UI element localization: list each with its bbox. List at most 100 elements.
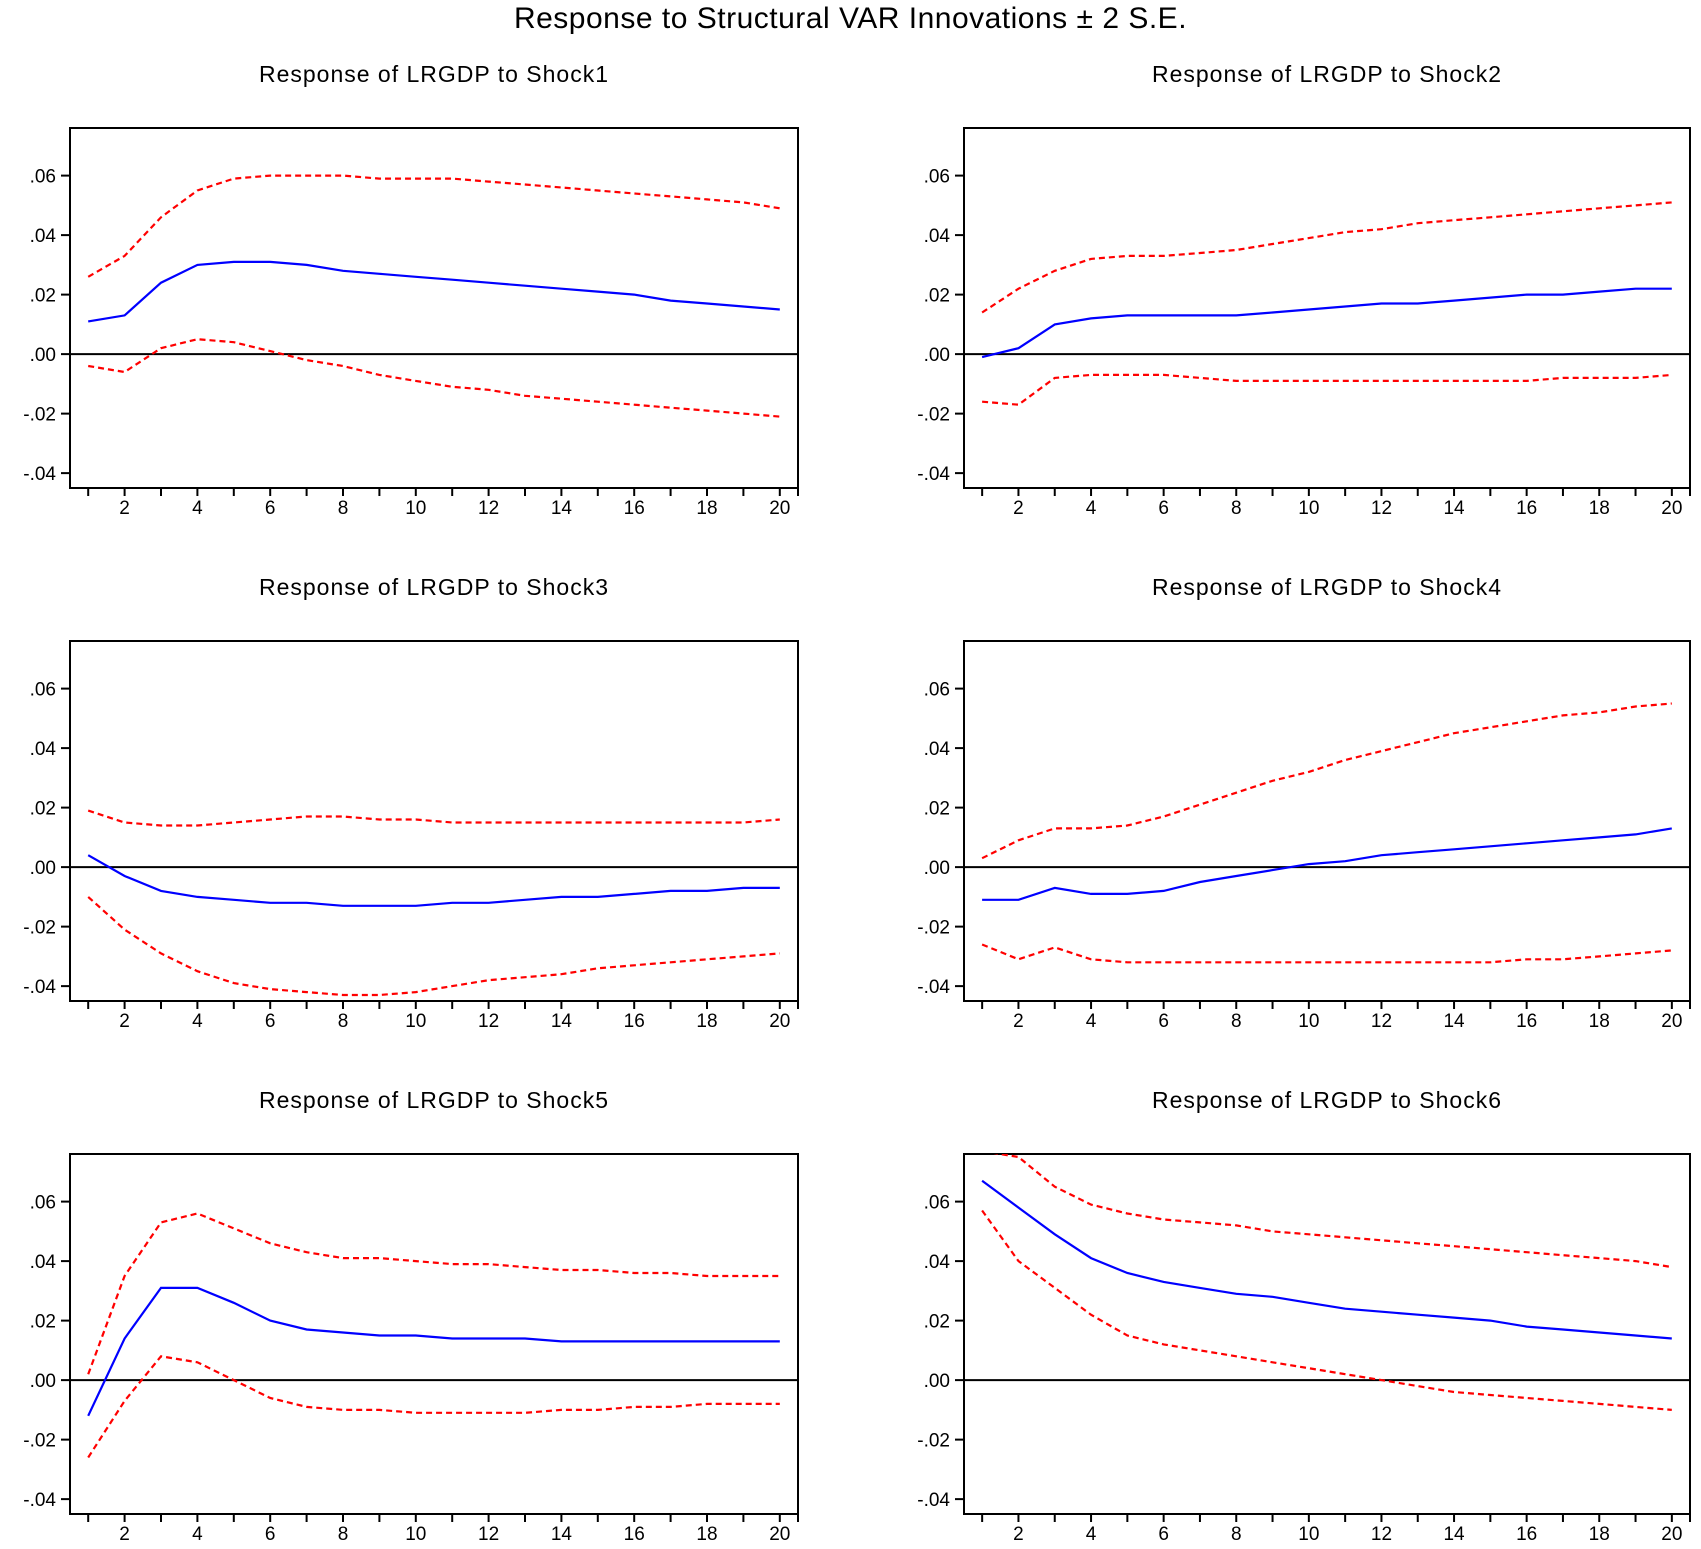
y-tick-label: .02 bbox=[924, 799, 950, 820]
x-tick-label: 4 bbox=[192, 1011, 203, 1032]
x-tick-label: 14 bbox=[1443, 1011, 1465, 1032]
y-tick-label: .04 bbox=[924, 226, 951, 247]
y-tick-label: -.02 bbox=[917, 405, 950, 426]
x-tick-label: 4 bbox=[192, 1524, 203, 1545]
upper-band-line bbox=[993, 1154, 1672, 1269]
x-tick-label: 2 bbox=[1013, 1524, 1024, 1545]
y-tick-label: .00 bbox=[924, 858, 950, 879]
response-line bbox=[87, 1286, 780, 1417]
impulse-response-panel-1: Response of LRGDP to Shock1 .06 .04 .02 .00 -… bbox=[23, 61, 799, 519]
x-tick-label: 2 bbox=[1013, 498, 1024, 519]
y-tick-label: .02 bbox=[30, 1312, 56, 1333]
x-tick-label: 10 bbox=[1298, 1011, 1319, 1032]
panel-title: Response of LRGDP to Shock6 bbox=[1152, 1087, 1502, 1113]
y-tick-label: .06 bbox=[30, 1193, 56, 1214]
panel-title: Response of LRGDP to Shock3 bbox=[259, 574, 609, 600]
y-tick-label: .04 bbox=[924, 1252, 951, 1273]
y-tick-label: .06 bbox=[924, 1193, 950, 1214]
plot-frame bbox=[963, 127, 1691, 489]
y-tick-label: .02 bbox=[924, 1312, 950, 1333]
panel-title: Response of LRGDP to Shock5 bbox=[259, 1087, 609, 1113]
upper-band-line bbox=[981, 702, 1672, 860]
x-tick-label: 14 bbox=[551, 1011, 573, 1032]
y-tick-label: .04 bbox=[924, 739, 951, 760]
x-tick-label: 20 bbox=[769, 1524, 790, 1545]
x-tick-label: 4 bbox=[1086, 1011, 1097, 1032]
lower-band-line bbox=[87, 896, 780, 997]
x-tick-label: 20 bbox=[1661, 1011, 1682, 1032]
y-tick-label: -.02 bbox=[23, 405, 56, 426]
y-tick-label: -.04 bbox=[23, 1490, 56, 1511]
y-tick-label: .02 bbox=[30, 799, 56, 820]
x-tick-label: 20 bbox=[1661, 498, 1682, 519]
y-tick-label: -.04 bbox=[917, 464, 950, 485]
x-tick-label: 20 bbox=[769, 1011, 790, 1032]
y-tick-label: -.02 bbox=[917, 918, 950, 939]
impulse-response-panel-5: Response of LRGDP to Shock5 .06 .04 .02 .00 -… bbox=[23, 1087, 799, 1545]
upper-band-line bbox=[87, 174, 780, 278]
x-tick-label: 18 bbox=[1589, 1524, 1610, 1545]
x-tick-label: 14 bbox=[1443, 498, 1465, 519]
x-tick-label: 10 bbox=[405, 1011, 426, 1032]
panel-title: Response of LRGDP to Shock1 bbox=[259, 61, 609, 87]
x-tick-label: 20 bbox=[769, 498, 790, 519]
x-tick-label: 16 bbox=[624, 1011, 645, 1032]
y-tick-label: .06 bbox=[30, 167, 56, 188]
x-tick-label: 2 bbox=[1013, 1011, 1024, 1032]
x-tick-label: 4 bbox=[192, 498, 203, 519]
y-tick-label: .00 bbox=[924, 1371, 950, 1392]
lower-band-line bbox=[87, 1355, 780, 1459]
x-tick-label: 8 bbox=[1231, 498, 1242, 519]
y-tick-label: -.04 bbox=[23, 977, 56, 998]
response-line bbox=[981, 287, 1672, 359]
impulse-response-panel-2: Response of LRGDP to Shock2 .06 .04 .02 .00 -… bbox=[917, 61, 1691, 519]
x-tick-label: 14 bbox=[551, 498, 573, 519]
x-tick-label: 10 bbox=[1298, 1524, 1319, 1545]
x-tick-label: 18 bbox=[696, 1524, 717, 1545]
x-tick-label: 10 bbox=[405, 498, 426, 519]
x-tick-label: 12 bbox=[478, 1524, 499, 1545]
x-tick-label: 6 bbox=[265, 498, 276, 519]
x-tick-label: 2 bbox=[119, 1011, 130, 1032]
x-tick-label: 4 bbox=[1086, 498, 1097, 519]
x-tick-label: 6 bbox=[265, 1011, 276, 1032]
upper-band-line bbox=[981, 201, 1672, 314]
x-tick-label: 12 bbox=[1371, 1011, 1392, 1032]
x-tick-label: 12 bbox=[1371, 498, 1392, 519]
y-tick-label: -.02 bbox=[917, 1431, 950, 1452]
y-tick-label: -.04 bbox=[23, 464, 56, 485]
x-tick-label: 12 bbox=[1371, 1524, 1392, 1545]
y-tick-label: .06 bbox=[924, 680, 950, 701]
x-tick-label: 12 bbox=[478, 1011, 499, 1032]
chart-main-title: Response to Structural VAR Innovations ±… bbox=[513, 2, 1188, 35]
x-tick-label: 6 bbox=[265, 1524, 276, 1545]
x-tick-label: 6 bbox=[1158, 498, 1169, 519]
x-tick-label: 2 bbox=[119, 1524, 130, 1545]
x-tick-label: 16 bbox=[624, 498, 645, 519]
y-tick-label: .00 bbox=[30, 1371, 56, 1392]
panel-title: Response of LRGDP to Shock2 bbox=[1152, 61, 1502, 87]
plot-frame bbox=[69, 1153, 799, 1515]
x-tick-label: 18 bbox=[696, 498, 717, 519]
plot-frame bbox=[69, 127, 799, 489]
y-tick-label: .06 bbox=[924, 167, 950, 188]
x-tick-label: 12 bbox=[478, 498, 499, 519]
response-line bbox=[87, 854, 780, 907]
x-tick-label: 6 bbox=[1158, 1011, 1169, 1032]
y-tick-label: -.04 bbox=[917, 977, 950, 998]
x-tick-label: 14 bbox=[1443, 1524, 1465, 1545]
x-tick-label: 16 bbox=[1516, 1011, 1537, 1032]
x-tick-label: 10 bbox=[1298, 498, 1319, 519]
x-tick-label: 16 bbox=[1516, 498, 1537, 519]
x-tick-label: 8 bbox=[1231, 1011, 1242, 1032]
x-tick-label: 18 bbox=[1589, 1011, 1610, 1032]
lower-band-line bbox=[981, 943, 1672, 964]
upper-band-line bbox=[87, 809, 780, 827]
x-tick-label: 16 bbox=[1516, 1524, 1537, 1545]
x-tick-label: 10 bbox=[405, 1524, 426, 1545]
y-tick-label: .00 bbox=[30, 345, 56, 366]
y-tick-label: -.04 bbox=[917, 1490, 950, 1511]
x-tick-label: 2 bbox=[119, 498, 130, 519]
impulse-response-panel-6: Response of LRGDP to Shock6 .06 .04 .02 .00 -… bbox=[917, 1087, 1691, 1545]
